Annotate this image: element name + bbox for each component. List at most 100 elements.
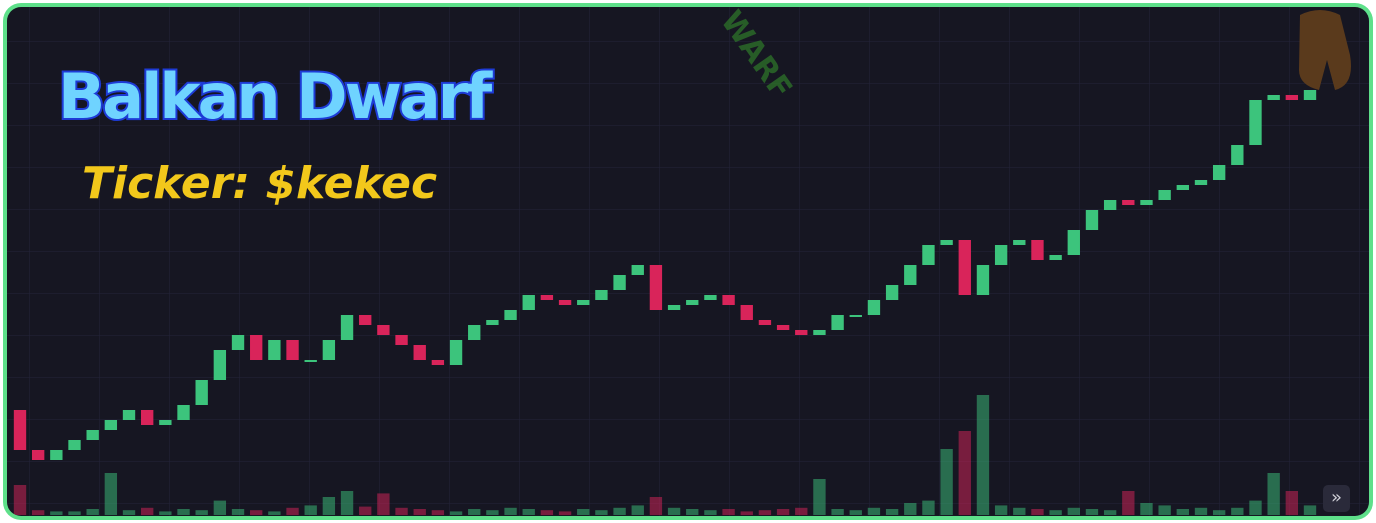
candle-body	[304, 360, 317, 362]
volume-bar	[68, 511, 81, 515]
volume-bar	[195, 510, 208, 515]
volume-bar	[340, 491, 354, 515]
volume-bar	[122, 510, 136, 515]
volume-bar	[1013, 507, 1026, 515]
volume-bar	[1140, 503, 1153, 515]
candle-body	[686, 300, 699, 305]
volume-bar	[704, 510, 717, 515]
volume-bar	[104, 473, 118, 515]
candle-body	[122, 410, 136, 420]
candle-body	[268, 340, 281, 360]
candle-body	[1085, 210, 1099, 230]
candle-body	[1267, 95, 1280, 100]
volume-bar	[1031, 509, 1044, 515]
volume-bar	[449, 511, 463, 515]
volume-bar	[13, 485, 27, 515]
scroll-button[interactable]: »	[1323, 485, 1350, 512]
volume-bar	[1285, 491, 1299, 515]
candle-body	[595, 290, 608, 300]
volume-bar	[1267, 473, 1280, 515]
candle-body	[813, 330, 826, 335]
candle-body	[377, 325, 390, 335]
volume-bar	[758, 510, 772, 515]
volume-bar	[213, 500, 227, 515]
candle-body	[195, 380, 208, 405]
candle-body	[1122, 200, 1135, 205]
candle-body	[1049, 255, 1062, 260]
candle-body	[649, 265, 663, 310]
volume-bar	[722, 509, 735, 515]
volume-bar	[740, 511, 753, 515]
candle-body	[1031, 240, 1044, 260]
volume-bar	[795, 507, 808, 515]
candle-body	[867, 300, 881, 315]
candle-body	[540, 295, 554, 300]
volume-bar	[359, 506, 372, 515]
volume-bar	[286, 507, 299, 515]
candle-body	[177, 405, 190, 420]
candle-body	[486, 320, 499, 325]
candle-body	[104, 420, 118, 430]
candle-body	[940, 240, 953, 245]
volume-bar	[940, 449, 953, 515]
volume-bar	[159, 511, 172, 515]
grid	[7, 7, 1369, 516]
candle-body	[449, 340, 463, 365]
candle-body	[141, 410, 154, 425]
volume-bar	[631, 505, 644, 515]
volume-bar	[231, 509, 245, 515]
volume-bar	[468, 509, 481, 515]
candle-body	[776, 325, 790, 330]
volume-bar	[377, 493, 390, 515]
volume-bar	[867, 507, 881, 515]
volume-bar	[504, 507, 517, 515]
candle-body	[504, 310, 517, 320]
candle-body	[231, 335, 245, 350]
candle-body	[322, 340, 336, 360]
volume-bar	[667, 507, 681, 515]
volume-bar	[86, 509, 99, 515]
volume-bar	[1158, 505, 1171, 515]
volume-bar	[1176, 509, 1189, 515]
candle-body	[1067, 230, 1080, 255]
candle-body	[577, 300, 590, 305]
candle-body	[522, 295, 535, 310]
volume-bar	[613, 507, 626, 515]
candle-body	[395, 335, 408, 345]
candle-body	[340, 315, 354, 340]
candle-body	[976, 265, 990, 295]
candle-body	[1176, 185, 1189, 190]
candle-body	[1249, 100, 1262, 145]
volume-bar	[540, 510, 554, 515]
candle-body	[831, 315, 844, 330]
candle-body	[468, 325, 481, 340]
ticker: Ticker: $kekec	[82, 158, 437, 209]
candle-body	[1285, 95, 1299, 100]
volume-bar	[431, 510, 445, 515]
candle-body	[1158, 190, 1171, 200]
candle-body	[86, 430, 99, 440]
candle-body	[1231, 145, 1244, 165]
volume-bar	[141, 507, 154, 515]
candle-body	[885, 285, 899, 300]
volume-bar	[958, 431, 971, 515]
volume-bar	[304, 505, 317, 515]
button-bg[interactable]	[1323, 485, 1350, 512]
button-label[interactable]: »	[1331, 487, 1342, 508]
volume-bar	[649, 497, 663, 515]
volume-bar	[1122, 491, 1135, 515]
candle-body	[286, 340, 299, 360]
volume-bar	[486, 510, 499, 515]
mascot	[1299, 10, 1351, 90]
volume-bar	[776, 509, 790, 515]
candle-body	[1140, 200, 1153, 205]
volume-bar	[1049, 510, 1062, 515]
volume-bar	[395, 507, 408, 515]
candle-body	[431, 360, 445, 365]
candle-body	[849, 315, 862, 317]
volume-bar	[904, 503, 917, 515]
candle-body	[1103, 200, 1117, 210]
candle-body	[922, 245, 935, 265]
volume-bar	[1103, 510, 1117, 515]
